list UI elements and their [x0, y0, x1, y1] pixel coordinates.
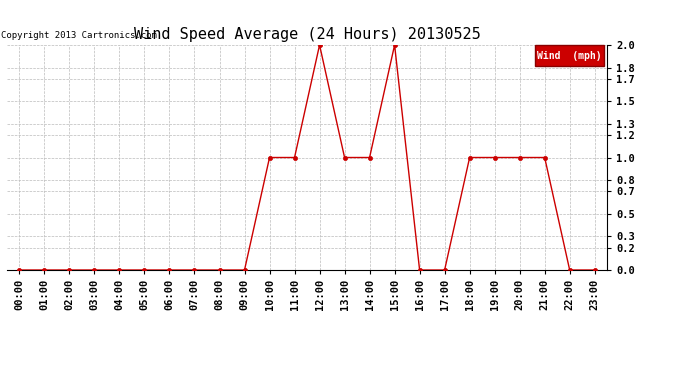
FancyBboxPatch shape [535, 45, 604, 66]
Title: Wind Speed Average (24 Hours) 20130525: Wind Speed Average (24 Hours) 20130525 [134, 27, 480, 42]
Text: Wind  (mph): Wind (mph) [538, 51, 602, 61]
Text: Copyright 2013 Cartronics.com: Copyright 2013 Cartronics.com [1, 32, 157, 40]
